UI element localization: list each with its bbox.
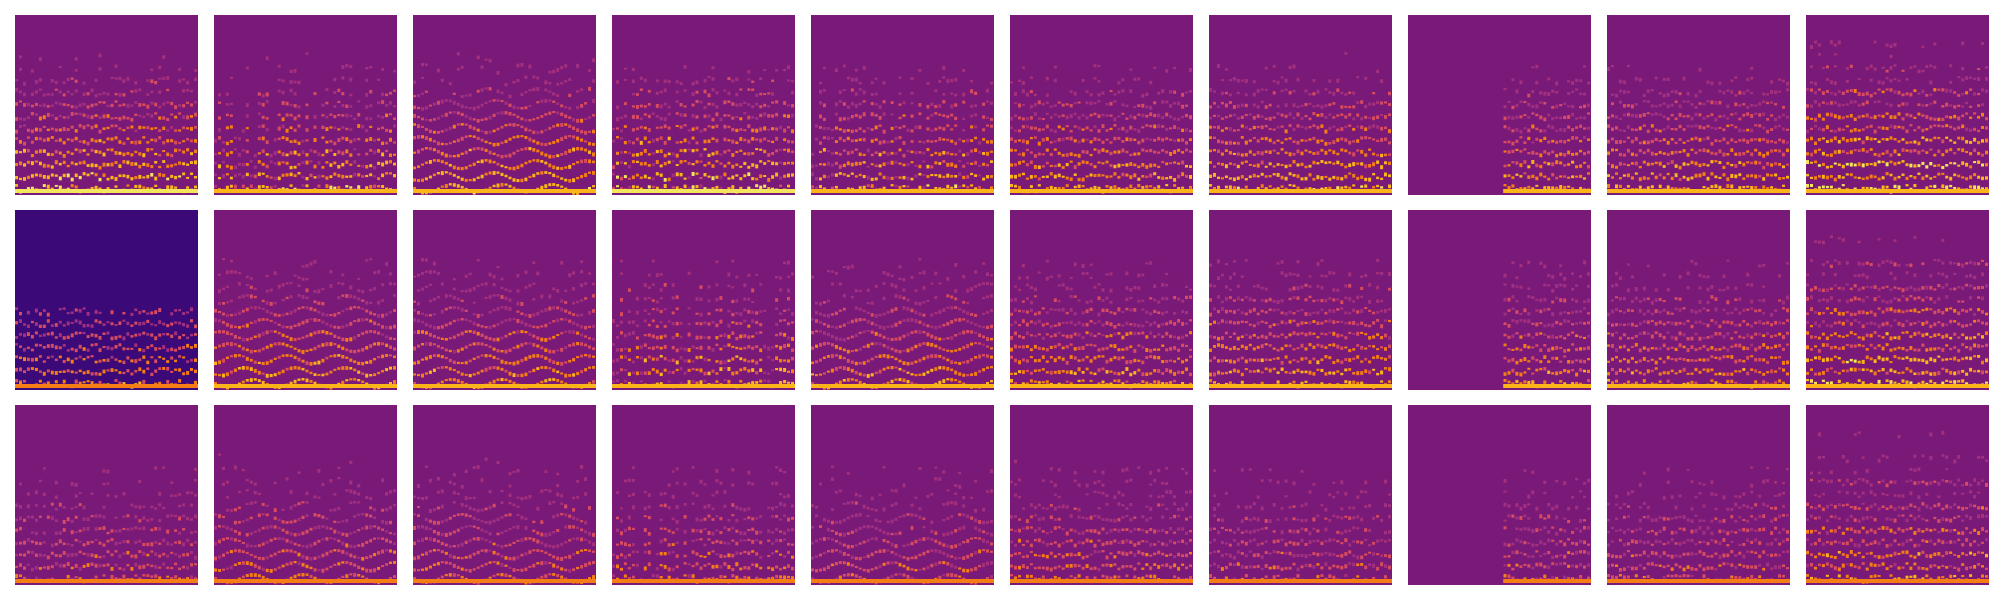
spectrogram-image: [811, 405, 994, 585]
spectrogram-panel: [1607, 210, 1790, 390]
spectrogram-panel: [1607, 15, 1790, 195]
spectrogram-image: [1607, 210, 1790, 390]
spectrogram-panel: [214, 405, 397, 585]
spectrogram-panel: [1209, 15, 1392, 195]
spectrogram-image: [1806, 15, 1989, 195]
spectrogram-image: [612, 15, 795, 195]
spectrogram-image: [612, 210, 795, 390]
spectrogram-panel: [612, 210, 795, 390]
spectrogram-image: [15, 210, 198, 390]
spectrogram-image: [1010, 210, 1193, 390]
spectrogram-image: [413, 15, 596, 195]
spectrogram-panel: [1209, 210, 1392, 390]
spectrogram-image: [214, 405, 397, 585]
spectrogram-panel: [15, 15, 198, 195]
spectrogram-panel: [214, 15, 397, 195]
spectrogram-panel: [1806, 210, 1989, 390]
spectrogram-panel: [413, 405, 596, 585]
spectrogram-image: [1408, 210, 1591, 390]
spectrogram-panel: [15, 210, 198, 390]
spectrogram-image: [811, 15, 994, 195]
spectrogram-image: [612, 405, 795, 585]
spectrogram-image: [1408, 15, 1591, 195]
spectrogram-panel: [811, 210, 994, 390]
spectrogram-image: [1209, 405, 1392, 585]
spectrogram-image: [1806, 405, 1989, 585]
spectrogram-image: [413, 210, 596, 390]
spectrogram-panel: [1209, 405, 1392, 585]
spectrogram-image: [1209, 210, 1392, 390]
spectrogram-panel: [1408, 210, 1591, 390]
spectrogram-panel: [1408, 405, 1591, 585]
spectrogram-panel: [214, 210, 397, 390]
spectrogram-panel: [612, 405, 795, 585]
spectrogram-panel: [1010, 15, 1193, 195]
spectrogram-image: [1806, 210, 1989, 390]
spectrogram-image: [1607, 405, 1790, 585]
spectrogram-image: [214, 210, 397, 390]
spectrogram-image: [1010, 15, 1193, 195]
spectrogram-panel: [1806, 405, 1989, 585]
spectrogram-panel: [1010, 210, 1193, 390]
spectrogram-panel: [15, 405, 198, 585]
spectrogram-image: [1408, 405, 1591, 585]
spectrogram-panel: [1408, 15, 1591, 195]
spectrogram-image: [1607, 15, 1790, 195]
spectrogram-image: [214, 15, 397, 195]
spectrogram-image: [1010, 405, 1193, 585]
spectrogram-panel: [1806, 15, 1989, 195]
spectrogram-image: [15, 15, 198, 195]
spectrogram-image: [15, 405, 198, 585]
spectrogram-image: [811, 210, 994, 390]
spectrogram-panel: [811, 405, 994, 585]
spectrogram-image: [1209, 15, 1392, 195]
spectrogram-panel: [413, 210, 596, 390]
spectrogram-panel: [811, 15, 994, 195]
spectrogram-panel: [413, 15, 596, 195]
spectrogram-panel: [1607, 405, 1790, 585]
spectrogram-panel: [1010, 405, 1193, 585]
spectrogram-image: [413, 405, 596, 585]
spectrogram-panel: [612, 15, 795, 195]
